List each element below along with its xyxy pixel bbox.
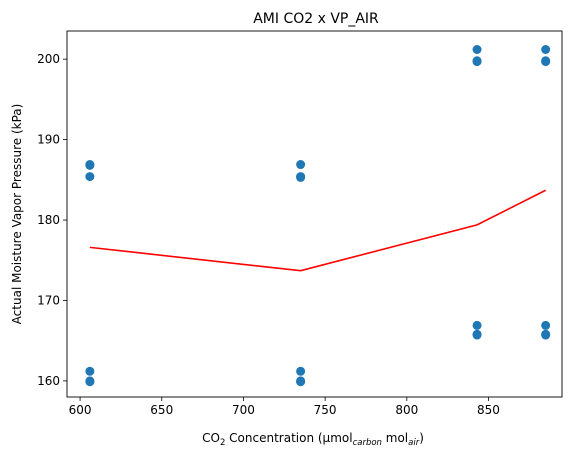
scatter-point	[296, 377, 306, 387]
scatter-point	[472, 45, 482, 55]
trend-line	[89, 189, 547, 272]
scatter-point	[296, 172, 306, 182]
x-tick-label: 800	[395, 403, 418, 417]
scatter-point	[85, 377, 95, 387]
y-tick-label: 190	[37, 133, 60, 147]
x-tick-label: 700	[232, 403, 255, 417]
scatter-point	[296, 160, 306, 170]
scatter-point	[85, 172, 95, 182]
y-tick-label: 160	[37, 374, 60, 388]
scatter-point	[541, 57, 551, 67]
chart-title: AMI CO2 x VP_AIR	[253, 11, 379, 27]
x-tick-label: 600	[69, 403, 92, 417]
x-tick-label: 650	[150, 403, 173, 417]
y-axis-label: Actual Moisture Vapor Pressure (kPa)	[10, 104, 24, 325]
scatter-point	[541, 45, 551, 55]
scatter-point	[85, 366, 95, 376]
scatter-point	[541, 320, 551, 330]
scatter-point	[472, 57, 482, 67]
scatter-point	[85, 160, 95, 170]
scatter-point	[472, 320, 482, 330]
x-tick-label: 750	[314, 403, 337, 417]
scatter-point	[541, 330, 551, 340]
plot-frame	[66, 30, 563, 398]
x-tick-label: 850	[477, 403, 500, 417]
y-tick-label: 180	[37, 213, 60, 227]
x-axis-ticks: 600 650 700 750 800 850	[69, 397, 500, 417]
y-tick-label: 200	[37, 52, 60, 66]
scatter-point	[296, 366, 306, 376]
scatter-point	[472, 330, 482, 340]
plot-area	[85, 45, 551, 387]
x-axis-label: CO2 Concentration (μmolcarbon molair)	[202, 431, 424, 448]
y-tick-label: 170	[37, 293, 60, 307]
y-axis-ticks: 160 170 180 190 200	[37, 52, 67, 388]
